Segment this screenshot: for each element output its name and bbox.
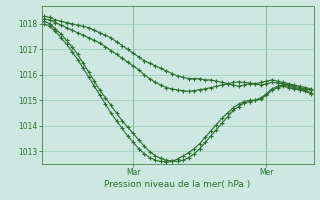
X-axis label: Pression niveau de la mer( hPa ): Pression niveau de la mer( hPa ): [104, 180, 251, 189]
